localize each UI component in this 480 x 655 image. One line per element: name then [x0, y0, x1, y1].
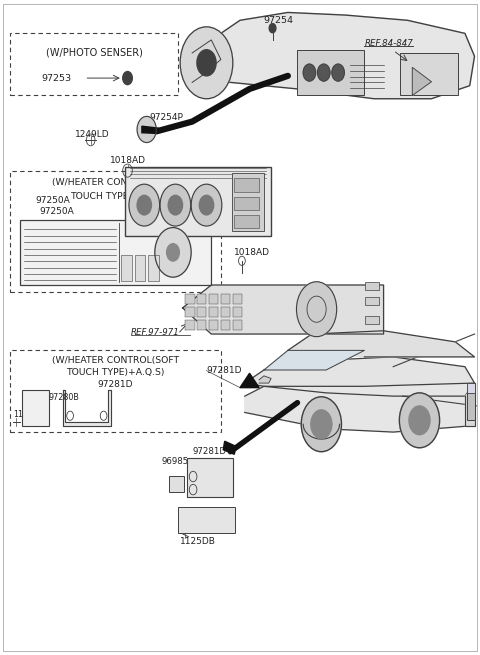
Bar [468, 389, 475, 421]
Bar [221, 294, 230, 304]
Bar [178, 507, 235, 533]
Bar [468, 383, 475, 393]
Circle shape [123, 71, 132, 84]
Polygon shape [223, 441, 236, 455]
Bar [234, 215, 259, 228]
Polygon shape [245, 357, 475, 396]
Bar [233, 320, 242, 330]
Circle shape [311, 410, 332, 439]
Bar [135, 255, 145, 281]
Circle shape [199, 195, 214, 215]
Text: 97250A: 97250A [39, 207, 74, 216]
Circle shape [137, 195, 152, 215]
Polygon shape [264, 350, 364, 370]
Circle shape [168, 195, 182, 215]
Circle shape [303, 64, 316, 81]
Bar [221, 307, 230, 317]
Bar [197, 294, 206, 304]
Circle shape [155, 227, 191, 277]
Bar [10, 350, 221, 432]
Bar [365, 297, 379, 305]
Bar [187, 458, 233, 497]
Bar [233, 294, 242, 304]
Bar [209, 307, 218, 317]
Circle shape [129, 184, 159, 226]
Text: 1018AD: 1018AD [234, 248, 270, 257]
Text: 97254P: 97254P [149, 113, 183, 122]
Circle shape [180, 27, 233, 99]
Circle shape [191, 184, 222, 226]
Text: TOUCH TYPE)A.Q.S): TOUCH TYPE)A.Q.S) [70, 191, 161, 200]
Polygon shape [288, 331, 475, 357]
Polygon shape [182, 285, 384, 334]
Polygon shape [63, 390, 111, 426]
Text: REF.97-971: REF.97-971 [131, 328, 180, 337]
Bar [185, 294, 194, 304]
Bar [185, 307, 194, 317]
Circle shape [332, 64, 344, 81]
Bar [121, 255, 132, 281]
Text: (W/PHOTO SENSER): (W/PHOTO SENSER) [46, 47, 143, 57]
Text: (W/HEATER CONTROL(SOFT: (W/HEATER CONTROL(SOFT [52, 356, 179, 365]
Text: TOUCH TYPE)+A.Q.S): TOUCH TYPE)+A.Q.S) [66, 368, 165, 377]
Bar [125, 168, 271, 236]
Text: 97253: 97253 [41, 73, 72, 83]
Text: 97281D: 97281D [206, 366, 242, 375]
Bar [22, 390, 48, 426]
Polygon shape [240, 373, 259, 388]
Circle shape [399, 393, 440, 448]
Bar [234, 178, 259, 191]
Bar [185, 320, 194, 330]
Bar [10, 171, 221, 291]
Bar [298, 50, 364, 96]
Polygon shape [245, 383, 475, 432]
Bar [233, 307, 242, 317]
Bar [169, 476, 183, 492]
Polygon shape [412, 67, 432, 96]
Text: 1018AD: 1018AD [110, 156, 146, 164]
Text: 97280B: 97280B [48, 393, 79, 402]
Circle shape [318, 64, 330, 81]
Bar [365, 316, 379, 324]
Text: 97281D: 97281D [98, 380, 133, 389]
Bar [197, 320, 206, 330]
Bar [209, 294, 218, 304]
Polygon shape [259, 376, 271, 383]
Polygon shape [192, 40, 221, 83]
Polygon shape [192, 12, 475, 99]
Circle shape [160, 184, 191, 226]
Circle shape [167, 244, 180, 261]
Bar [221, 320, 230, 330]
Text: 97281D: 97281D [192, 447, 226, 456]
Text: 97250A: 97250A [35, 196, 70, 205]
Circle shape [137, 117, 156, 143]
Polygon shape [465, 383, 475, 426]
Polygon shape [142, 126, 158, 134]
Text: 1249LD: 1249LD [75, 130, 109, 139]
Bar [365, 282, 379, 290]
Bar [400, 53, 458, 96]
Circle shape [409, 406, 430, 435]
Bar [234, 196, 259, 210]
Text: REF.84-847: REF.84-847 [364, 39, 413, 48]
Text: 1125DB: 1125DB [180, 537, 216, 546]
Bar [20, 219, 211, 285]
Text: 1125AB: 1125AB [12, 409, 44, 419]
Text: 96985: 96985 [161, 457, 188, 466]
Text: (W/HEATER CONTROL(SOFT: (W/HEATER CONTROL(SOFT [52, 178, 179, 187]
Circle shape [297, 282, 336, 337]
Circle shape [301, 397, 341, 452]
Circle shape [269, 24, 276, 33]
Bar [10, 33, 178, 96]
Text: 97254: 97254 [263, 16, 293, 25]
Circle shape [197, 50, 216, 76]
Bar [148, 255, 158, 281]
Bar [232, 173, 264, 231]
Bar [209, 320, 218, 330]
Bar [197, 307, 206, 317]
